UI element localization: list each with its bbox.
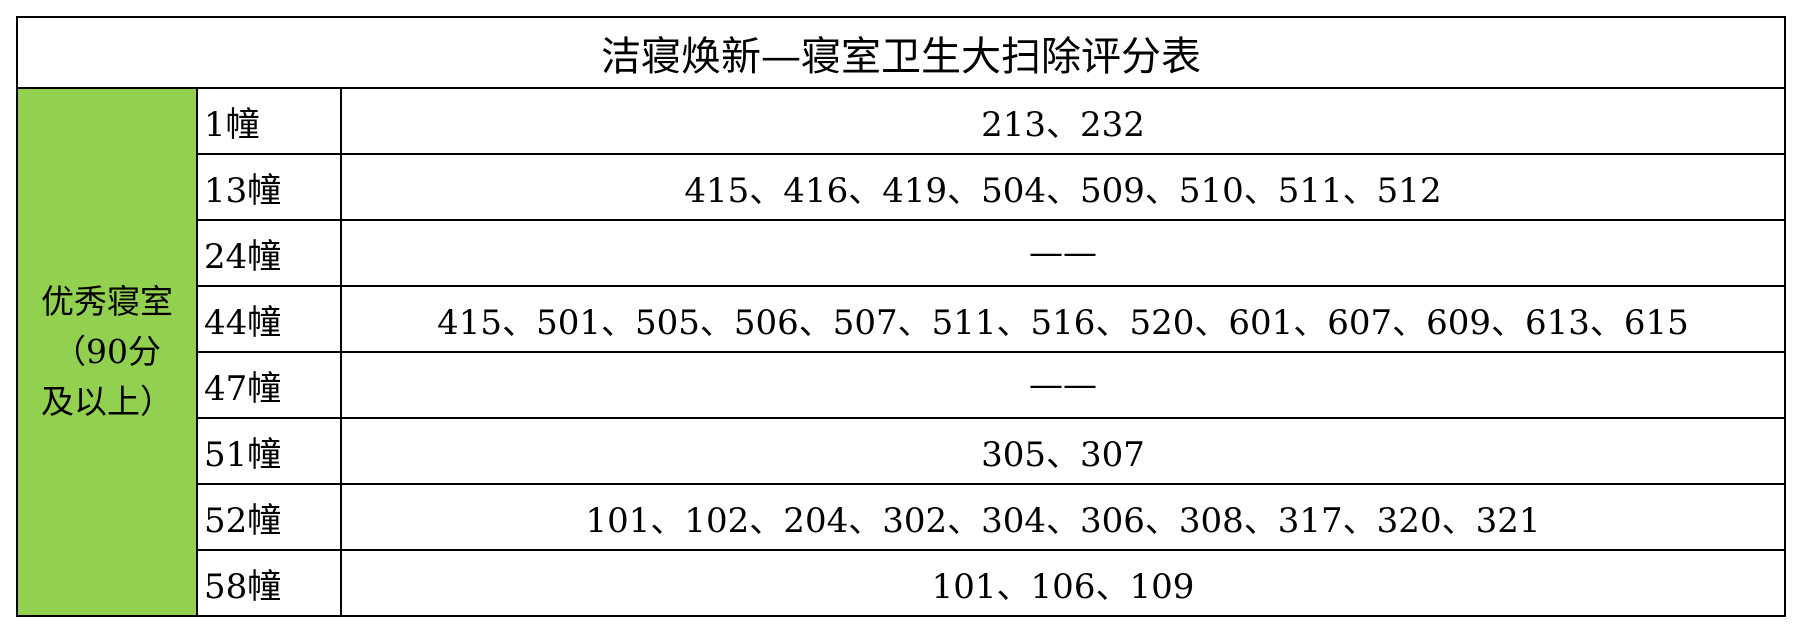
table-row: 51幢 305、307 (17, 417, 1786, 485)
table-row: 优秀寝室 （90分 及以上） 1幢 213、232 (16, 87, 1786, 617)
rooms-cell: —— (340, 219, 1786, 287)
table-row: 47幢 —— (17, 351, 1786, 419)
table-row: 44幢 415、501、505、506、507、511、516、520、601、… (17, 285, 1786, 353)
category-label: （90分 (53, 332, 161, 371)
table-row: 58幢 101、106、109 (17, 549, 1786, 617)
table-row: 13幢 415、416、419、504、509、510、511、512 (17, 153, 1786, 221)
table-row: 24幢 —— (17, 219, 1786, 287)
category-label: 及以上） (41, 382, 173, 421)
rooms-cell: 213、232 (340, 87, 1786, 155)
category-cell: 优秀寝室 （90分 及以上） (16, 87, 198, 617)
rooms-cell: 305、307 (340, 417, 1786, 485)
building-cell: 1幢 (196, 87, 342, 155)
rooms-cell: 101、106、109 (340, 549, 1786, 617)
table-title: 洁寝焕新—寝室卫生大扫除评分表 (16, 16, 1786, 89)
rooms-cell: 101、102、204、302、304、306、308、317、320、321 (340, 483, 1786, 551)
building-cell: 52幢 (196, 483, 342, 551)
building-cell: 47幢 (196, 351, 342, 419)
table-row: 52幢 101、102、204、302、304、306、308、317、320、… (17, 483, 1786, 551)
rooms-cell: —— (340, 351, 1786, 419)
building-cell: 51幢 (196, 417, 342, 485)
building-cell: 44幢 (196, 285, 342, 353)
building-cell: 58幢 (196, 549, 342, 617)
rooms-cell: 415、416、419、504、509、510、511、512 (340, 153, 1786, 221)
category-label: 优秀寝室 (41, 282, 173, 321)
score-table: 洁寝焕新—寝室卫生大扫除评分表 优秀寝室 （90分 及以上） 1幢 213、23… (16, 16, 1786, 617)
rooms-cell: 415、501、505、506、507、511、516、520、601、607、… (340, 285, 1786, 353)
building-cell: 24幢 (196, 219, 342, 287)
building-cell: 13幢 (196, 153, 342, 221)
